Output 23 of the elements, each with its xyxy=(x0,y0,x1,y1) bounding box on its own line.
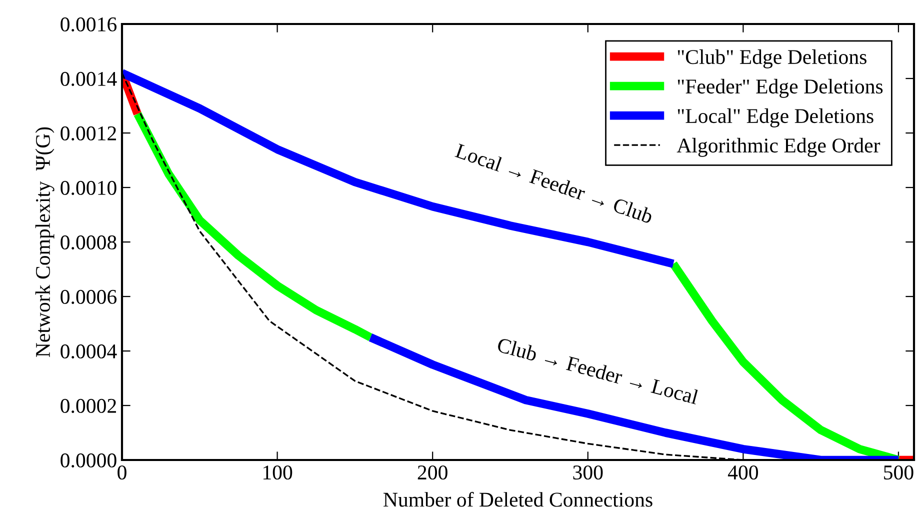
y-tick-label: 0.0012 xyxy=(60,126,116,141)
y-tick-label: 0.0000 xyxy=(60,453,116,468)
x-tick-label: 500 xyxy=(884,465,914,480)
x-tick-label: 200 xyxy=(418,465,448,480)
x-axis-title: Number of Deleted Connections xyxy=(384,492,652,507)
legend-label: "Feeder" Edge Deletions xyxy=(678,78,883,98)
y-tick-label: 0.0002 xyxy=(60,398,116,414)
y-tick-label: 0.0004 xyxy=(60,344,117,359)
y-tick-label: 0.0010 xyxy=(60,180,116,196)
y-tick-label: 0.0006 xyxy=(60,290,117,304)
x-tick-label: 0 xyxy=(118,465,126,480)
annotation: Club → Feeder → Local xyxy=(496,337,700,405)
y-tick-label: 0.0008 xyxy=(60,235,116,250)
legend-label: "Local" Edge Deletions xyxy=(678,108,874,128)
legend-label: Algorithmic Edge Order xyxy=(676,138,880,157)
y-tick-label: 0.0014 xyxy=(60,72,117,86)
x-tick-label: 100 xyxy=(264,465,292,480)
y-axis-title: Network Complexity Ψ(G) xyxy=(35,127,54,357)
x-tick-label: 400 xyxy=(728,465,758,480)
x-tick-label: 300 xyxy=(573,465,603,480)
legend-label: "Club" Edge Deletions xyxy=(678,49,866,68)
annotation: Local → Feeder → Club xyxy=(454,142,654,224)
y-tick-label: 0.0016 xyxy=(60,17,117,32)
